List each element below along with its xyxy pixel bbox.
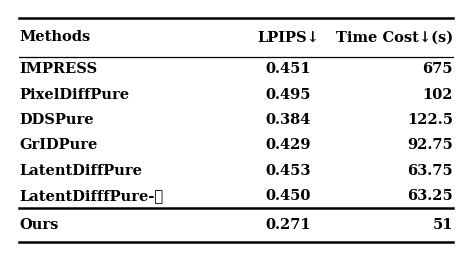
Text: 0.495: 0.495 bbox=[265, 88, 311, 102]
Text: 63.25: 63.25 bbox=[407, 189, 453, 203]
Text: 0.271: 0.271 bbox=[265, 218, 311, 232]
Text: 63.75: 63.75 bbox=[407, 164, 453, 178]
Text: 0.384: 0.384 bbox=[265, 113, 311, 127]
Text: 0.450: 0.450 bbox=[265, 189, 311, 203]
Text: 122.5: 122.5 bbox=[407, 113, 453, 127]
Text: 92.75: 92.75 bbox=[407, 138, 453, 152]
Text: 102: 102 bbox=[422, 88, 453, 102]
Text: Methods: Methods bbox=[19, 30, 90, 44]
Text: LatentDifffPure-∅: LatentDifffPure-∅ bbox=[19, 189, 163, 203]
Text: 675: 675 bbox=[422, 62, 453, 76]
Text: 51: 51 bbox=[433, 218, 453, 232]
Text: IMPRESS: IMPRESS bbox=[19, 62, 97, 76]
Text: Time Cost↓(s): Time Cost↓(s) bbox=[336, 30, 453, 44]
Text: Ours: Ours bbox=[19, 218, 58, 232]
Text: PixelDiffPure: PixelDiffPure bbox=[19, 88, 129, 102]
Text: LPIPS↓: LPIPS↓ bbox=[257, 30, 319, 44]
Text: 0.429: 0.429 bbox=[265, 138, 311, 152]
Text: DDSPure: DDSPure bbox=[19, 113, 93, 127]
Text: LatentDiffPure: LatentDiffPure bbox=[19, 164, 142, 178]
Text: GrIDPure: GrIDPure bbox=[19, 138, 97, 152]
Text: 0.451: 0.451 bbox=[265, 62, 311, 76]
Text: 0.453: 0.453 bbox=[265, 164, 311, 178]
